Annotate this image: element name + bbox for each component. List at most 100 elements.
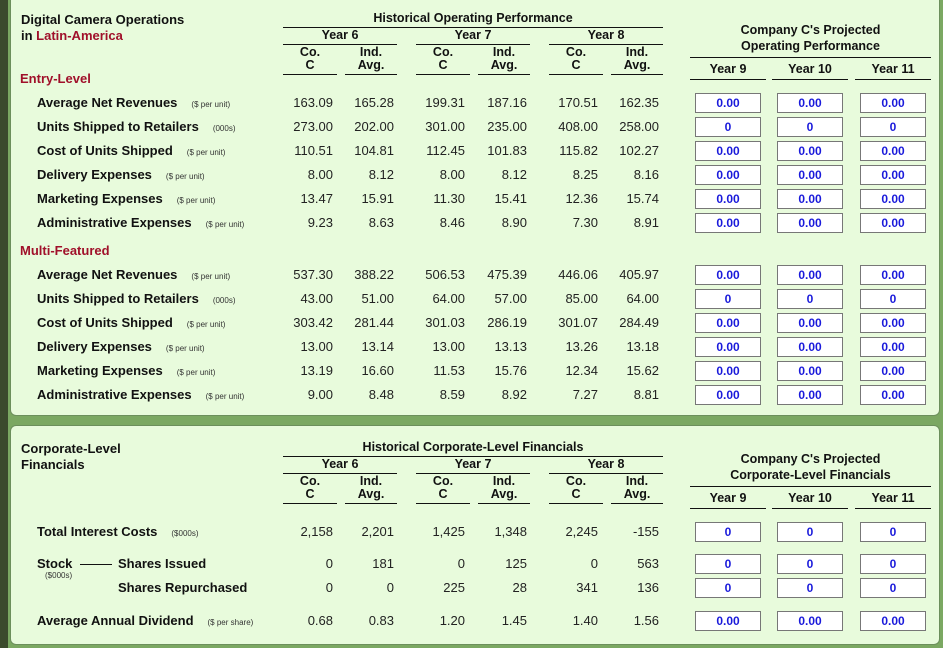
- projection-input-year-9[interactable]: 0.00: [695, 611, 761, 631]
- row-label-text: Cost of Units Shipped: [37, 143, 173, 158]
- ind-avg-value: 15.76: [494, 363, 527, 378]
- co-c-value: 170.51: [558, 95, 598, 110]
- co-c-value: 13.00: [432, 339, 465, 354]
- projection-input-year-10[interactable]: 0.00: [777, 611, 843, 631]
- ind-avg-value: 8.92: [501, 387, 527, 402]
- projection-input-year-9[interactable]: 0.00: [695, 189, 761, 209]
- ind-avg-value: 8.48: [368, 387, 394, 402]
- projection-input-year-11[interactable]: 0: [860, 117, 926, 137]
- projection-input-year-10[interactable]: 0.00: [777, 189, 843, 209]
- projection-input-year-9[interactable]: 0.00: [695, 141, 761, 161]
- ind-avg-value: 104.81: [354, 143, 394, 158]
- section-title-entry-level: Entry-Level: [20, 71, 91, 86]
- projected-year-header: Year 10: [788, 491, 832, 505]
- projection-input-year-10[interactable]: 0.00: [777, 337, 843, 357]
- row-label: Units Shipped to Retailers (000s): [37, 119, 236, 134]
- header-rule: [283, 74, 337, 75]
- unit-note: ($ per unit): [205, 220, 245, 229]
- projection-input-year-11[interactable]: 0.00: [860, 213, 926, 233]
- projection-input-year-11[interactable]: 0: [860, 522, 926, 542]
- ind-avg-value: 102.27: [619, 143, 659, 158]
- projection-input-year-10[interactable]: 0.00: [777, 213, 843, 233]
- projection-input-year-9[interactable]: 0: [695, 289, 761, 309]
- projection-input-year-11[interactable]: 0.00: [860, 93, 926, 113]
- projection-input-year-10[interactable]: 0.00: [777, 93, 843, 113]
- header-rule: [772, 508, 848, 509]
- projection-input-year-9[interactable]: 0.00: [695, 313, 761, 333]
- projection-input-year-11[interactable]: 0: [860, 578, 926, 598]
- year-header: Year 6: [321, 28, 359, 42]
- projection-input-year-10[interactable]: 0.00: [777, 141, 843, 161]
- projection-input-year-10[interactable]: 0: [777, 289, 843, 309]
- co-c-value: 0: [590, 556, 598, 571]
- projection-input-year-9[interactable]: 0.00: [695, 165, 761, 185]
- projection-input-year-10[interactable]: 0.00: [777, 385, 843, 405]
- header-rule: [855, 508, 931, 509]
- ind-avg-value: 475.39: [487, 267, 527, 282]
- year-header: Year 7: [454, 28, 492, 42]
- header-rule: [772, 79, 848, 80]
- projection-input-year-10[interactable]: 0.00: [777, 265, 843, 285]
- row-label-text: Average Net Revenues: [37, 267, 178, 282]
- projection-input-year-9[interactable]: 0: [695, 554, 761, 574]
- projection-input-year-11[interactable]: 0.00: [860, 611, 926, 631]
- co-c-value: 11.30: [433, 191, 465, 206]
- projected-year-header: Year 11: [871, 491, 915, 505]
- projection-input-year-11[interactable]: 0.00: [860, 189, 926, 209]
- row-label-text: Shares Repurchased: [118, 580, 248, 595]
- ind-avg-value: 64.00: [626, 291, 659, 306]
- co-c-header: Co. C: [432, 474, 454, 501]
- ind-avg-value: 284.49: [619, 315, 659, 330]
- projection-input-year-10[interactable]: 0: [777, 554, 843, 574]
- projection-input-year-9[interactable]: 0: [695, 578, 761, 598]
- co-c-value: 1.20: [439, 613, 465, 628]
- projection-input-year-11[interactable]: 0.00: [860, 361, 926, 381]
- projection-input-year-10[interactable]: 0: [777, 117, 843, 137]
- co-c-value: 303.42: [293, 315, 333, 330]
- projection-input-year-11[interactable]: 0: [860, 289, 926, 309]
- projection-input-year-9[interactable]: 0: [695, 522, 761, 542]
- co-c-value: 506.53: [425, 267, 465, 282]
- projection-input-year-10[interactable]: 0.00: [777, 313, 843, 333]
- co-c-value: 110.51: [294, 143, 333, 158]
- projection-input-year-11[interactable]: 0.00: [860, 265, 926, 285]
- projection-input-year-11[interactable]: 0.00: [860, 337, 926, 357]
- projection-input-year-10[interactable]: 0: [777, 578, 843, 598]
- ind-avg-value: 8.90: [501, 215, 527, 230]
- year-header: Year 8: [587, 457, 625, 471]
- header-rule: [690, 79, 766, 80]
- projected-year-header: Year 11: [871, 62, 915, 76]
- projected-year-header: Year 9: [709, 62, 747, 76]
- projection-input-year-9[interactable]: 0.00: [695, 93, 761, 113]
- projection-input-year-10[interactable]: 0.00: [777, 361, 843, 381]
- projection-input-year-11[interactable]: 0.00: [860, 385, 926, 405]
- ind-avg-value: 57.00: [494, 291, 527, 306]
- projection-input-year-11[interactable]: 0.00: [860, 141, 926, 161]
- projection-input-year-11[interactable]: 0: [860, 554, 926, 574]
- ind-avg-header: Ind. Avg.: [357, 474, 385, 501]
- projection-input-year-10[interactable]: 0: [777, 522, 843, 542]
- projection-input-year-9[interactable]: 0: [695, 117, 761, 137]
- ind-avg-value: 281.44: [354, 315, 394, 330]
- header-rule: [549, 473, 663, 474]
- projection-input-year-11[interactable]: 0.00: [860, 313, 926, 333]
- co-c-value: 1.40: [572, 613, 598, 628]
- ind-avg-value: 181: [372, 556, 394, 571]
- projection-input-year-9[interactable]: 0.00: [695, 385, 761, 405]
- ind-avg-value: 13.18: [626, 339, 659, 354]
- ind-avg-value: 15.91: [361, 191, 394, 206]
- projection-input-year-9[interactable]: 0.00: [695, 213, 761, 233]
- row-label: Units Shipped to Retailers (000s): [37, 291, 236, 306]
- ind-avg-value: 0.83: [368, 613, 394, 628]
- section-title-multi-featured: Multi-Featured: [20, 243, 110, 258]
- projection-input-year-10[interactable]: 0.00: [777, 165, 843, 185]
- projection-input-year-9[interactable]: 0.00: [695, 337, 761, 357]
- projection-input-year-9[interactable]: 0.00: [695, 265, 761, 285]
- row-label: Administrative Expenses ($ per unit): [37, 387, 244, 402]
- stock-label: Stock: [37, 556, 73, 571]
- projection-input-year-11[interactable]: 0.00: [860, 165, 926, 185]
- unit-note: ($ per unit): [165, 344, 205, 353]
- row-label-text: Units Shipped to Retailers: [37, 119, 199, 134]
- projected-header: Operating Performance: [741, 39, 880, 53]
- projection-input-year-9[interactable]: 0.00: [695, 361, 761, 381]
